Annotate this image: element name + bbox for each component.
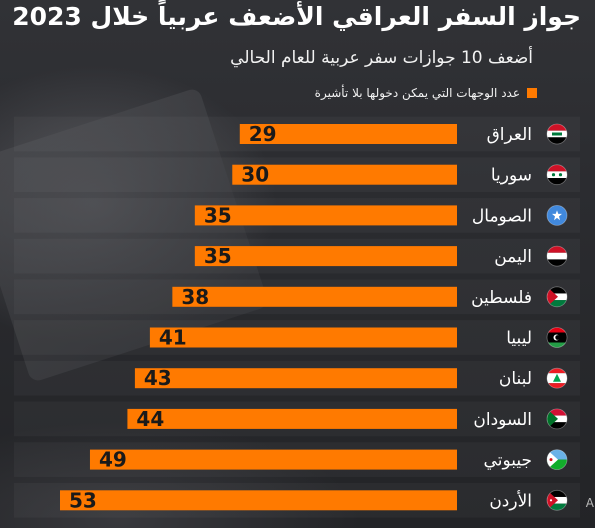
flag-palestine-icon [547,286,567,307]
category-label: الأردن [489,490,532,511]
flag-triangle [547,408,558,429]
flag-stripe [547,408,567,416]
flag-outline [546,327,568,348]
bar-value-label: 30 [241,163,269,187]
flag-stripe [547,171,567,179]
category-label: سوريا [491,166,532,186]
bar-value-label: 49 [99,448,127,472]
bar-row: 53 الأردن [60,488,568,512]
flag-cedar [553,373,561,382]
bar [60,490,457,511]
flag-stripe [547,342,567,348]
bar [134,368,458,389]
flag-stripe [547,164,567,172]
legend: عدد الوجهات التي يمكن دخولها بلا تأشيرة [315,86,537,100]
flag-stripe [547,490,567,497]
flag-triangle [547,286,558,307]
flag-lebanon-icon [547,368,567,389]
bar [239,124,457,144]
flag-stripe [547,459,567,470]
bar-value-label: 38 [181,285,209,309]
flag-outline [546,286,568,308]
category-label: العراق [487,125,532,145]
flag-iraq-icon [547,124,567,144]
category-label: الصومال [472,206,532,226]
flag-somalia-icon [547,205,567,226]
flag-crescent-cut [555,335,561,340]
flag-stripe [547,368,567,374]
flag-outline [546,123,568,145]
bar-row: 41 ليبيا [149,326,568,350]
bar [232,164,457,185]
flag-stripe [547,327,567,333]
bar-row: 35 اليمن [194,244,568,268]
bar-row: 49 جيبوتي [89,448,568,472]
flag-stripe [547,252,567,260]
flag-stripe [547,124,567,131]
flag-outline [546,245,568,267]
bar-value-label: 43 [144,366,172,390]
bar-row: 44 السودان [127,407,568,431]
flag-stripe [547,383,567,389]
flag-star [549,499,553,502]
legend-label: عدد الوجهات التي يمكن دخولها بلا تأشيرة [314,86,520,100]
flag-stripe [547,286,567,294]
bar-value-label: 44 [136,407,164,431]
bar-row: 29 العراق [239,122,568,146]
flag-syria-icon [547,164,567,185]
flag-star [552,210,562,221]
bar-row: 43 لبنان [134,366,568,390]
flag-star [549,458,553,462]
category-label: جيبوتي [484,451,532,471]
bar-value-label: 35 [204,244,232,268]
flag-stripe [547,449,567,460]
flag-stripe [547,300,567,307]
category-label: اليمن [494,247,532,267]
flag-stripe [547,246,567,253]
chart-title: جواز السفر العراقي الأضعف عربياً خلال 20… [12,2,581,31]
flag-script [552,132,562,136]
flag-yemen-icon [547,246,567,267]
flag-outline [546,164,568,186]
category-label: السودان [473,410,532,430]
bar-row: 38 فلسطين [172,285,568,309]
flag-star [551,173,556,177]
bar [149,327,458,348]
flag-jordan-icon [547,490,567,511]
bar-row: 30 سوريا [232,163,568,187]
flag-outline [546,367,568,389]
flag-triangle [547,490,558,511]
bar [194,205,457,226]
bar [194,246,457,267]
flag-outline [546,408,568,430]
bar [172,286,457,307]
bar-value-label: 41 [159,326,187,350]
bar-row: 35 الصومال [194,203,568,227]
flag-outline [546,489,568,511]
bar-value-label: 53 [69,488,97,512]
category-label: لبنان [499,369,532,389]
bar-value-label: 29 [249,122,277,146]
flag-stripe [547,178,567,185]
bar-value-label: 35 [204,203,232,227]
flag-star [558,173,563,177]
bar [127,408,457,429]
category-label: فلسطين [471,288,532,308]
chart-subtitle: أضعف 10 جوازات سفر عربية للعام الحالي [230,48,533,68]
flag-djibouti-icon [547,449,567,470]
legend-swatch [527,88,537,98]
flag-libya-icon [547,327,567,348]
bar [89,449,457,470]
category-label: ليبيا [506,329,532,349]
flag-outline [546,449,568,471]
edge-letter: A [585,496,594,510]
flag-stripe [547,137,567,144]
flag-stripe [547,422,567,429]
flag-stripe [547,503,567,511]
flag-sudan-icon [547,408,567,429]
flag-stripe [547,259,567,267]
flag-outline [546,204,568,226]
